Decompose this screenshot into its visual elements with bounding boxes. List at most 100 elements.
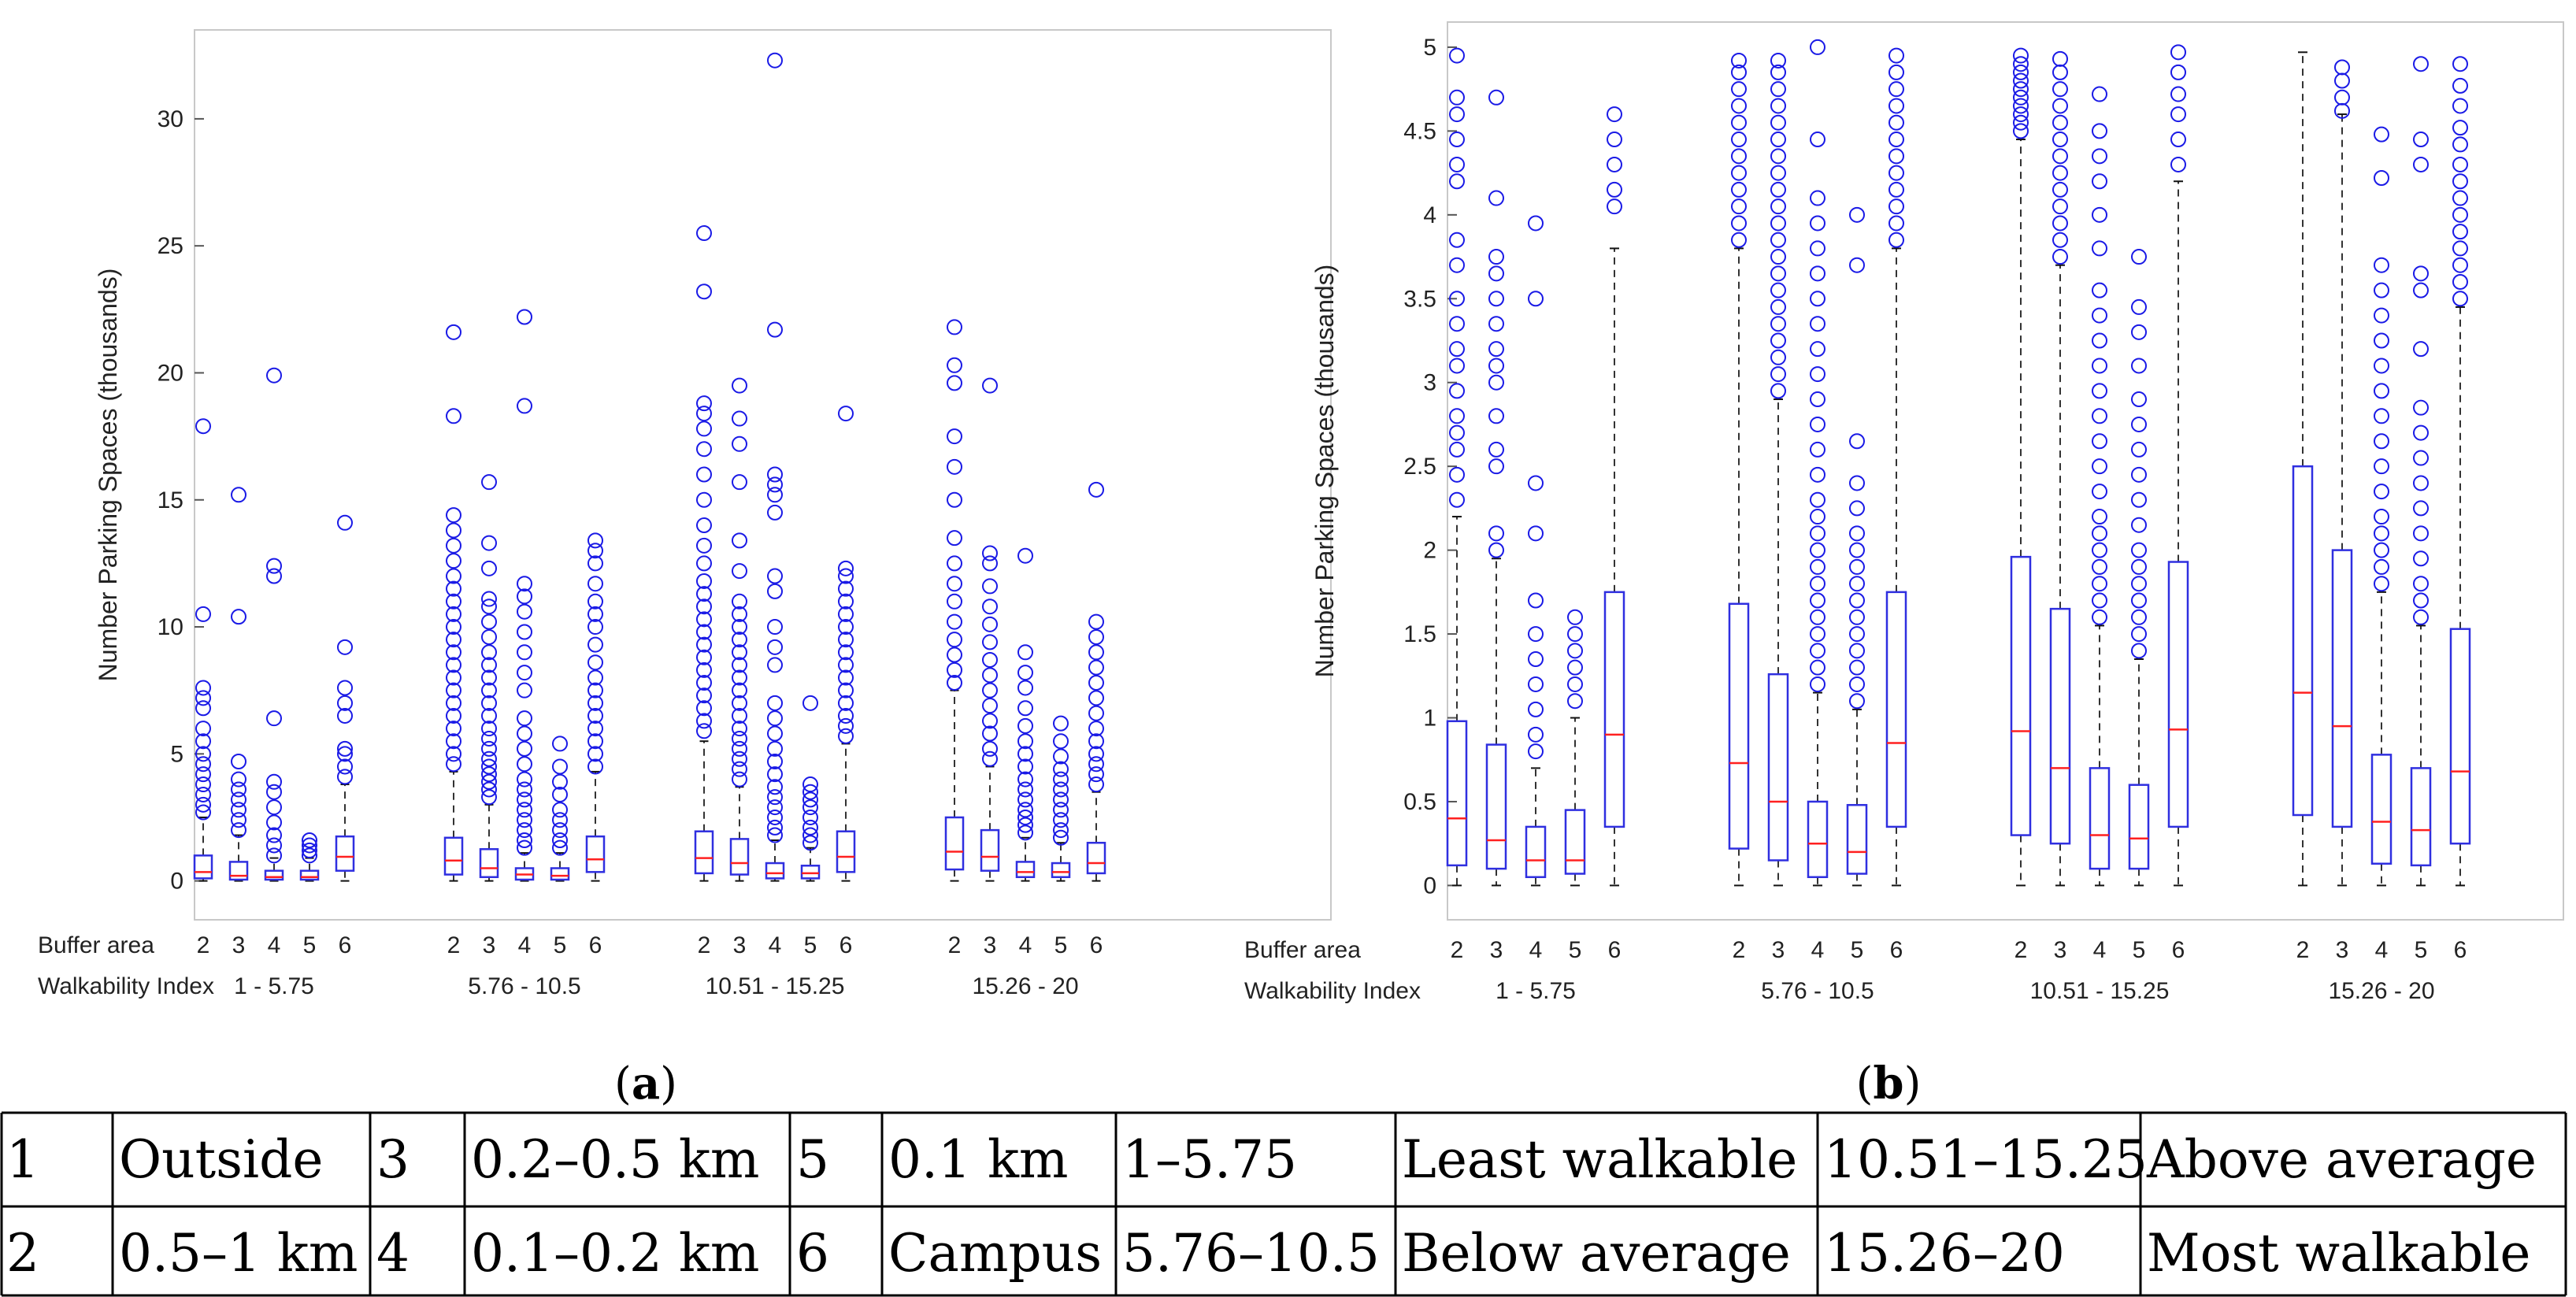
legend-cell: Above average <box>2146 1129 2537 1190</box>
outlier-point <box>481 560 497 576</box>
outlier-point <box>1053 812 1069 828</box>
outlier-point <box>2131 491 2147 508</box>
outlier-point <box>1810 676 1825 692</box>
box-group-3-cat-3 <box>729 377 750 882</box>
outlier-point <box>1849 206 1865 223</box>
outlier-point <box>517 588 532 605</box>
outlier-point <box>947 647 962 663</box>
plot-frame <box>1447 21 2564 921</box>
outlier-point <box>1849 643 1865 659</box>
outlier-point <box>2052 132 2068 148</box>
outlier-point <box>552 839 568 856</box>
outlier-point <box>2052 64 2068 80</box>
outlier-point <box>587 721 603 737</box>
outlier-point <box>1528 676 1544 692</box>
outlier-point <box>2092 484 2107 500</box>
outlier-point <box>696 624 712 640</box>
outlier-point <box>2131 626 2147 643</box>
outlier-point <box>302 837 317 854</box>
outlier-point <box>517 682 532 699</box>
buffer-tick-label: 4 <box>1019 932 1032 958</box>
outlier-point <box>1888 114 1904 131</box>
outlier-point <box>1849 693 1865 710</box>
outlier-point <box>2092 148 2107 165</box>
outlier-point <box>732 740 747 757</box>
outlier-point <box>2170 156 2186 172</box>
outlier-point <box>1449 358 1465 374</box>
outlier-point <box>2452 206 2468 223</box>
outlier-point <box>696 537 712 554</box>
outlier-point <box>587 593 603 610</box>
outlier-point <box>838 560 854 576</box>
outlier-point <box>2413 132 2429 148</box>
box-iqr <box>2292 465 2314 817</box>
box-iqr <box>2089 767 2111 870</box>
y-tick-label: 15 <box>158 487 183 513</box>
outlier-point <box>481 740 497 757</box>
outlier-point <box>1053 715 1069 732</box>
outlier-point <box>517 603 532 620</box>
outlier-point <box>1528 291 1544 307</box>
buffer-tick-label: 2 <box>698 932 711 958</box>
legend-table: 1 Outside 3 0.2–0.5 km 5 0.1 km 1–5.75 Least wa… <box>0 1111 2567 1297</box>
outlier-point <box>696 283 712 300</box>
outlier-point <box>2374 282 2389 298</box>
box-group-2-cat-3 <box>1767 52 1789 887</box>
outlier-point <box>2092 509 2107 525</box>
walkability-group-label: 5.76 - 10.5 <box>1761 978 1874 1004</box>
box-iqr <box>1525 825 1547 879</box>
outlier-point <box>2092 123 2107 139</box>
outlier-point <box>2374 169 2389 186</box>
outlier-point <box>947 428 962 445</box>
box-iqr <box>2167 561 2189 828</box>
outlier-point <box>195 804 211 821</box>
outlier-point <box>732 474 747 491</box>
outlier-point <box>446 721 461 737</box>
outlier-point <box>1810 659 1825 676</box>
outlier-point <box>446 553 461 569</box>
outlier-point <box>1088 481 1104 498</box>
outlier-point <box>767 321 783 338</box>
outlier-point <box>947 491 962 508</box>
walkability-group-label: 1 - 5.75 <box>1496 978 1576 1004</box>
outlier-point <box>302 847 317 864</box>
outlier-point <box>696 441 712 458</box>
outlier-point <box>732 619 747 636</box>
outlier-point <box>696 555 712 572</box>
box-group-3-cat-4 <box>765 52 785 882</box>
outlier-point <box>1770 249 1786 265</box>
outlier-point <box>1449 466 1465 483</box>
box-group-2-cat-5 <box>550 736 570 882</box>
outlier-point <box>2052 50 2068 67</box>
outlier-point <box>337 769 353 785</box>
outlier-point <box>266 837 282 854</box>
outlier-point <box>446 580 461 597</box>
outlier-point <box>802 695 818 711</box>
outlier-point <box>517 802 532 818</box>
outlier-point <box>1849 659 1865 676</box>
outlier-point <box>732 730 747 747</box>
legend-cell: 6 <box>796 1223 829 1284</box>
outlier-point <box>1449 491 1465 508</box>
box-group-1-cat-6 <box>1603 106 1625 887</box>
outlier-point <box>947 357 962 373</box>
outlier-point <box>266 568 282 584</box>
box-iqr <box>193 854 213 880</box>
outlier-point <box>838 644 854 661</box>
outlier-point <box>481 644 497 661</box>
outlier-point <box>1488 358 1504 374</box>
outlier-point <box>1849 475 1865 491</box>
buffer-tick-label: 6 <box>840 932 853 958</box>
outlier-point <box>802 784 818 800</box>
outlier-point <box>266 784 282 800</box>
outlier-point <box>2131 298 2147 315</box>
outlier-point <box>587 532 603 549</box>
outlier-point <box>2374 307 2389 324</box>
outlier-point <box>552 802 568 818</box>
buffer-tick-label: 6 <box>589 932 602 958</box>
outlier-point <box>2374 408 2389 424</box>
buffer-tick-label: 2 <box>2296 937 2310 963</box>
outlier-point <box>982 578 998 595</box>
outlier-point <box>195 680 211 696</box>
outlier-point <box>947 319 962 335</box>
